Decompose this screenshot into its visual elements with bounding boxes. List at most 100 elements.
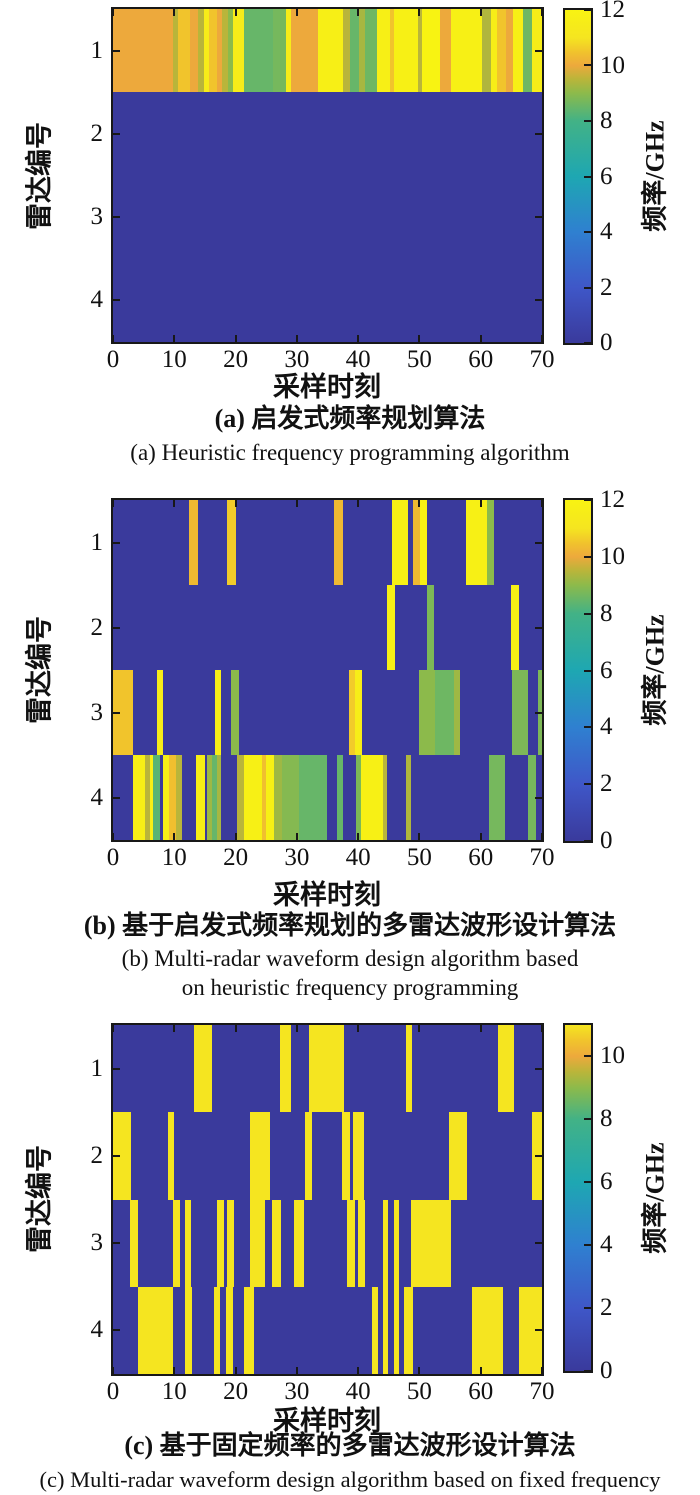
y-tick-label: 1 xyxy=(90,1054,104,1082)
heatmap-segment xyxy=(422,9,440,93)
heatmap-segment xyxy=(271,1199,281,1287)
colorbar-tick-mark xyxy=(584,286,591,289)
y-axis-label-b: 雷达编号 xyxy=(24,616,55,724)
x-tick-mark xyxy=(112,335,114,342)
heatmap-segment xyxy=(352,1112,364,1200)
colorbar-tick-label: 0 xyxy=(600,1357,613,1384)
colorbar-tick-label: 4 xyxy=(600,1231,613,1259)
y-tick-mark xyxy=(535,216,542,219)
x-tick-label: 30 xyxy=(284,1378,310,1405)
heatmap-segment xyxy=(272,9,287,93)
heatmap-segment xyxy=(356,755,361,840)
colorbar-tick-mark xyxy=(584,119,591,122)
heatmap-segment xyxy=(213,1286,221,1374)
y-tick-mark xyxy=(535,711,542,714)
x-tick-mark xyxy=(357,500,360,507)
x-tick-label: 50 xyxy=(406,346,432,373)
heatmap-segment xyxy=(290,9,319,93)
heatmap-segment xyxy=(286,9,291,93)
x-tick-mark xyxy=(295,500,298,507)
x-tick-label: 10 xyxy=(161,1378,187,1405)
colorbar-tick-label: 2 xyxy=(600,273,613,301)
heatmap-segment xyxy=(360,755,383,840)
colorbar-tick-mark xyxy=(584,783,591,786)
heatmap-segment xyxy=(404,1286,413,1374)
heatmap-segment xyxy=(386,585,395,670)
colorbar-tick-label: 0 xyxy=(600,827,613,854)
colorbar-tick-label: 10 xyxy=(600,51,625,79)
heatmap-segment xyxy=(308,1025,345,1113)
y-tick-mark xyxy=(535,132,542,135)
heatmap-segment xyxy=(405,755,412,840)
heatmap-segment xyxy=(113,9,174,93)
x-tick-mark xyxy=(357,335,360,342)
heatmap-segment xyxy=(217,1199,224,1287)
heatmap-segment xyxy=(177,9,190,93)
x-tick-mark xyxy=(112,1367,114,1374)
x-tick-mark xyxy=(173,833,176,840)
x-tick-mark xyxy=(479,500,482,507)
x-tick-mark xyxy=(112,1025,114,1032)
x-tick-mark xyxy=(541,1367,543,1374)
heatmap-segment xyxy=(497,9,506,93)
heatmap-plot-c xyxy=(111,1023,544,1376)
heatmap-segment xyxy=(244,9,273,93)
heatmap-segment xyxy=(217,9,223,93)
colorbar-tick-mark xyxy=(584,669,591,672)
heatmap-segment xyxy=(347,1199,356,1287)
heatmap-segment xyxy=(144,755,150,840)
colorbar-tick-label: 0 xyxy=(600,329,613,356)
y-tick-mark xyxy=(113,796,120,799)
heatmap-segment xyxy=(226,1199,234,1287)
heatmap-segment xyxy=(193,1025,213,1113)
y-tick-mark xyxy=(535,1154,542,1157)
heatmap-segment xyxy=(281,755,300,840)
heatmap-plot-a xyxy=(111,7,544,344)
heatmap-segment xyxy=(168,1112,175,1200)
x-tick-mark xyxy=(357,1025,360,1032)
heatmap-segment xyxy=(390,9,395,93)
colorbar-tick-label: 4 xyxy=(600,218,613,245)
x-tick-mark xyxy=(418,1025,421,1032)
heatmap-segment xyxy=(448,1112,468,1200)
heatmap-segment xyxy=(185,1286,193,1374)
caption-en-b-line1: (b) Multi-radar waveform design algorith… xyxy=(121,946,579,971)
colorbar-tick-mark xyxy=(584,726,591,729)
heatmap-segment xyxy=(382,1286,389,1374)
heatmap-segment xyxy=(358,1199,365,1287)
y-tick-mark xyxy=(535,541,542,544)
heatmap-segment xyxy=(214,670,221,755)
x-tick-mark xyxy=(234,833,237,840)
caption-zh-b: (b) 基于启发式频率规划的多雷达波形设计算法 xyxy=(83,911,617,940)
heatmap-segment xyxy=(435,670,454,755)
heatmap-segment xyxy=(294,1199,305,1287)
heatmap-segment xyxy=(197,9,205,93)
heatmap-segment xyxy=(358,9,366,93)
caption-en-a: (a) Heuristic frequency programming algo… xyxy=(130,440,570,465)
y-tick-label: 4 xyxy=(90,783,104,811)
x-tick-label: 60 xyxy=(468,844,494,871)
colorbar-tick-mark xyxy=(584,1055,591,1058)
heatmap-segment xyxy=(466,500,487,585)
x-tick-mark xyxy=(234,1025,237,1032)
x-tick-mark xyxy=(173,1367,176,1374)
x-axis-label-b: 采样时刻 xyxy=(273,880,381,910)
x-tick-label: 50 xyxy=(406,844,432,871)
heatmap-segment xyxy=(204,9,210,93)
colorbar-tick-label: 2 xyxy=(600,770,613,798)
heatmap-segment xyxy=(153,755,160,840)
colorbar-tick-label: 8 xyxy=(600,1105,613,1133)
colorbar-tick-mark xyxy=(584,1118,591,1121)
y-tick-label: 2 xyxy=(90,613,104,641)
x-tick-mark xyxy=(541,1025,543,1032)
caption-en-c: (c) Multi-radar waveform design algorith… xyxy=(39,1467,661,1492)
heatmap-segment xyxy=(189,9,198,93)
heatmap-segment xyxy=(511,585,520,670)
x-tick-mark xyxy=(295,9,298,16)
heatmap-segment xyxy=(371,1286,379,1374)
y-axis-label-a: 雷达编号 xyxy=(24,122,55,230)
heatmap-segment xyxy=(209,9,218,93)
heatmap-segment xyxy=(169,755,176,840)
colorbar-tick-label: 6 xyxy=(600,656,613,684)
